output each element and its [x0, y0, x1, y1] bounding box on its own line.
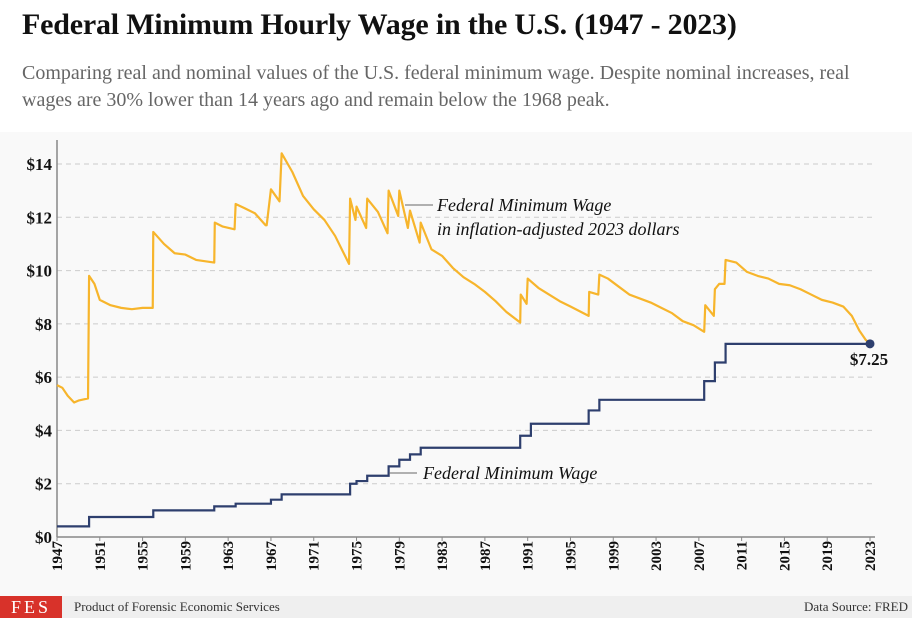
nominal-wage-line — [57, 342, 870, 528]
x-tick-label: 1955 — [136, 541, 152, 571]
fes-logo: FES — [0, 596, 62, 618]
x-tick-label: 2019 — [820, 541, 836, 571]
end-point-marker — [865, 339, 875, 349]
y-tick-label: $0 — [35, 528, 52, 547]
data-source: Data Source: FRED — [804, 599, 908, 614]
y-tick-label: $10 — [27, 262, 53, 281]
x-tick-label: 1987 — [478, 541, 494, 572]
x-tick-label: 1995 — [563, 541, 579, 571]
x-tick-label: 1951 — [93, 541, 109, 571]
x-tick-label: 1975 — [350, 541, 366, 571]
x-tick-label: 2011 — [735, 541, 751, 570]
x-tick-label: 1959 — [178, 541, 194, 571]
footer: FES Product of Forensic Economic Service… — [0, 596, 912, 618]
x-tick-label: 2003 — [649, 541, 665, 571]
x-tick-label: 1967 — [264, 541, 280, 572]
y-tick-label: $2 — [35, 475, 52, 494]
x-tick-label: 1963 — [221, 541, 237, 571]
y-tick-label: $14 — [27, 155, 53, 174]
chart-title: Federal Minimum Hourly Wage in the U.S. … — [22, 8, 737, 41]
y-tick-label: $4 — [35, 421, 53, 440]
x-tick-label: 2007 — [692, 541, 708, 572]
chart-subtitle: Comparing real and nominal values of the… — [22, 62, 850, 111]
credit-text: Product of Forensic Economic Services — [74, 599, 280, 614]
x-tick-label: 2015 — [777, 541, 793, 571]
x-tick-label: 1983 — [435, 541, 451, 571]
x-tick-label: 1979 — [392, 541, 408, 571]
y-tick-label: $6 — [35, 368, 52, 387]
real-series-label-line1: Federal Minimum Wage — [436, 195, 611, 215]
x-tick-label: 1999 — [606, 541, 622, 571]
y-tick-label: $12 — [27, 208, 53, 227]
chart-area — [0, 132, 912, 596]
x-tick-label: 1971 — [307, 541, 323, 571]
real-wage-line — [56, 152, 871, 404]
nominal-series-label: Federal Minimum Wage — [422, 463, 597, 483]
x-tick-label: 2023 — [863, 541, 879, 571]
end-value-label: $7.25 — [850, 350, 888, 369]
x-tick-label: 1947 — [50, 541, 66, 572]
x-tick-label: 1991 — [521, 541, 537, 571]
real-series-label-line2: in inflation-adjusted 2023 dollars — [437, 219, 680, 239]
y-tick-label: $8 — [35, 315, 52, 334]
